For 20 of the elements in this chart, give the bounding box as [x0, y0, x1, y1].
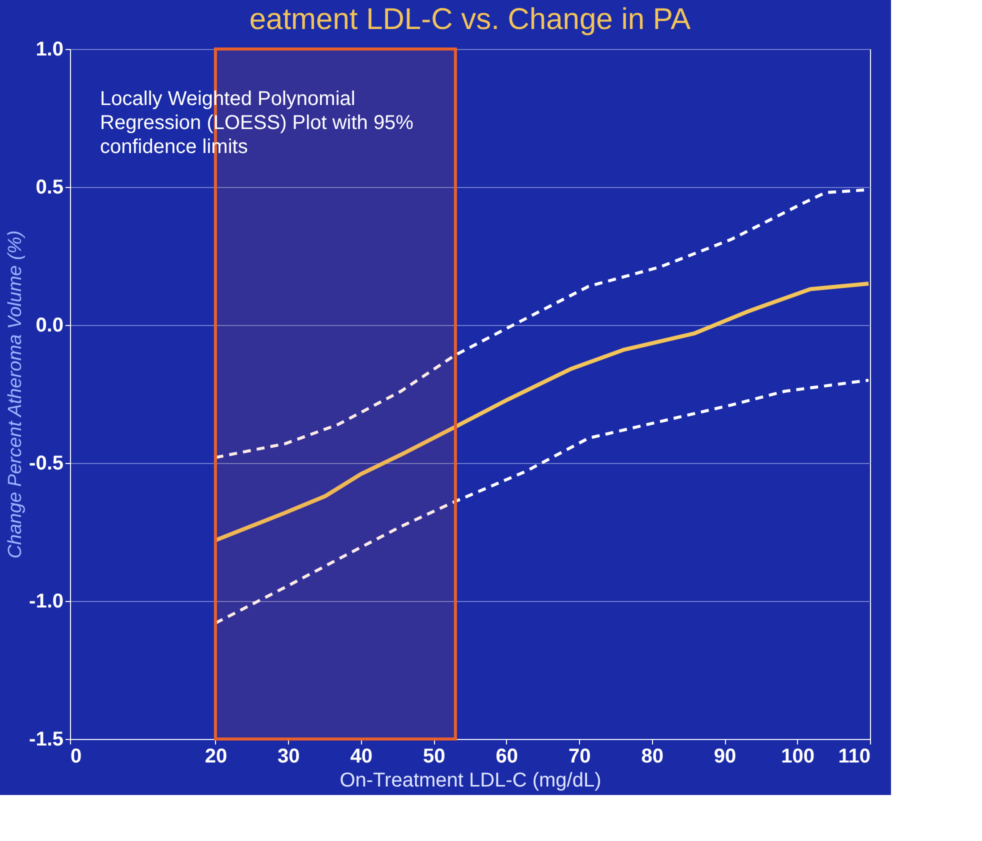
- y-tick-label: -1.5: [29, 728, 64, 750]
- y-tick-label: 1.0: [36, 38, 64, 60]
- x-tick-label: 20: [204, 746, 228, 768]
- x-tick-label: 30: [278, 746, 300, 768]
- x-tick-label: 90: [714, 746, 736, 768]
- x-axis-title: On-Treatment LDL-C (mg/dL): [340, 770, 602, 792]
- x-tick-label: 70: [568, 746, 591, 768]
- x-tick-label: 80: [641, 746, 664, 768]
- x-tick-label: 40: [350, 746, 373, 768]
- y-tick-label: -1.0: [29, 590, 64, 612]
- y-tick-label: 0.5: [36, 176, 64, 198]
- y-tick-label: -0.5: [29, 452, 64, 474]
- x-tick-label: 0: [70, 746, 82, 768]
- y-axis-title: Change Percent Atheroma Volume (%): [5, 230, 26, 559]
- x-tick-label: 100: [781, 746, 814, 768]
- x-tick-label: 50: [423, 746, 446, 768]
- y-tick-label: 0.0: [36, 314, 64, 336]
- chart-title: eatment LDL-C vs. Change in PA: [249, 3, 691, 36]
- x-tick-label: 60: [496, 746, 518, 768]
- x-tick-label: 110: [838, 746, 870, 768]
